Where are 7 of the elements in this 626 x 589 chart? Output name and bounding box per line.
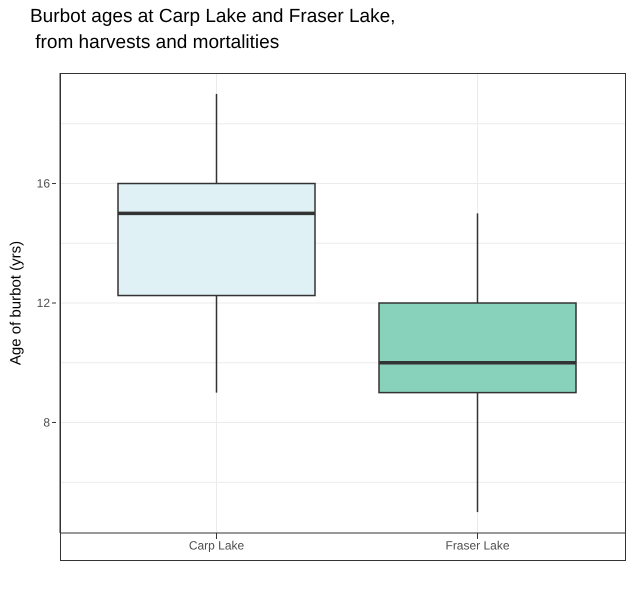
y-axis-title: Age of burbot (yrs) — [7, 240, 24, 366]
y-tick-label: 16 — [36, 176, 50, 191]
chart-title: Burbot ages at Carp Lake and Fraser Lake, from harvests and mortalities — [30, 5, 396, 55]
y-tick-label: 8 — [43, 415, 50, 430]
y-tick-label: 12 — [36, 296, 50, 310]
x-tick-label: Carp Lake — [188, 538, 245, 553]
x-tick-label: Fraser Lake — [445, 538, 510, 553]
